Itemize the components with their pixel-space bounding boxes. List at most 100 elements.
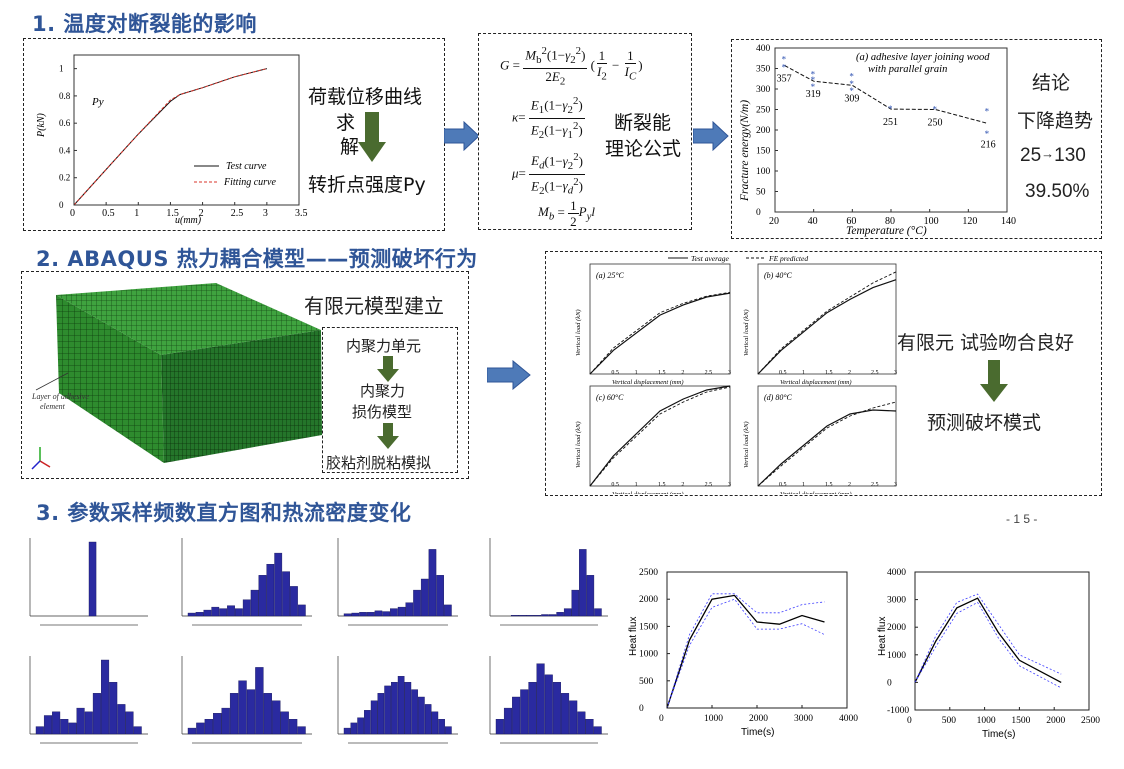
panel-x-tick: 3	[728, 482, 731, 488]
y-axis-label: P(kN)	[36, 112, 47, 138]
hist-bar	[526, 615, 534, 617]
x-tick-label: 0	[659, 714, 664, 724]
hist-bar	[351, 612, 360, 617]
formula-box	[478, 33, 692, 230]
x-tick-labels: 0 0.5 1 1.5 2 2.5 3 3.5	[70, 202, 308, 219]
panel-x-tick: 2	[681, 370, 684, 376]
histogram-panel	[337, 656, 458, 744]
panel-label: (d) 80°C	[764, 393, 793, 402]
y-tick-label: 50	[756, 188, 766, 198]
fem-step-cohesive-element: 内聚力单元	[346, 337, 422, 355]
data-point: *	[985, 129, 990, 139]
down-arrow-icon	[377, 356, 399, 382]
data-point: *	[888, 104, 893, 114]
hist-bar	[195, 612, 204, 617]
hist-bar	[520, 689, 529, 735]
hist-bar	[280, 711, 289, 735]
x-tick-label: 100	[924, 216, 939, 227]
y-tick-label: 0	[639, 704, 644, 714]
x-tick-label: 140	[1001, 216, 1016, 227]
mesh-side-face	[161, 330, 322, 463]
data-point: *	[782, 54, 787, 64]
y-tick-labels: 0 0.2 0.4 0.6 0.8 1	[59, 64, 77, 210]
down-arrow-icon	[358, 112, 386, 162]
panel-x-tick: 2.5	[705, 370, 713, 376]
x-tick-label: 2500	[1081, 716, 1100, 726]
hist-bar	[556, 612, 564, 617]
fe-comparison-charts: Test average FE predicted (a) 25°C Vertic…	[575, 254, 897, 494]
panel-x-tick: 3	[728, 370, 731, 376]
y-tick-label: 0.4	[59, 145, 71, 155]
hist-bar	[282, 571, 290, 617]
y-tick-label: 0.8	[59, 91, 71, 101]
formula-g: G = Mb2(1−γ22) 2E2 (1 I2 − 1 IC)	[500, 45, 643, 88]
bound-heat-flux-line	[666, 598, 825, 709]
fe-result-line2: 预测破坏模式	[927, 412, 1042, 434]
x-tick-labels: 20 40 60 80 100 120 140	[769, 209, 1016, 227]
panel-y-label: Vertical load (kN)	[743, 309, 750, 356]
panel-frame	[757, 385, 897, 487]
hist-bar	[445, 726, 452, 735]
data-point: *	[985, 107, 990, 117]
conclusion-title: 结论	[1032, 72, 1071, 94]
data-point: *	[849, 72, 854, 82]
hist-bar	[411, 689, 418, 735]
legend-test-label: Test average	[691, 254, 730, 263]
heat-flux-chart-1: 0 1000 2000 3000 4000 0 500 1000 1500 2000 2500 He…	[628, 568, 858, 738]
hist-bar	[374, 610, 383, 617]
fem-step-cohesive-b: 损伤模型	[352, 403, 413, 421]
hist-bar	[444, 604, 452, 617]
hist-bar	[585, 718, 594, 735]
formula-mu: μ= Ed(1−γ22) E2(1−γd2)	[512, 151, 585, 197]
axis-triad-icon	[31, 447, 51, 470]
hist-bar	[541, 614, 549, 617]
down-arrow-icon	[980, 360, 1008, 402]
hist-bar	[52, 711, 61, 735]
hist-bar	[204, 718, 213, 735]
hist-bar	[274, 552, 283, 617]
hist-bar	[593, 726, 602, 735]
fem-steps-box	[322, 327, 458, 473]
test-average-line	[589, 385, 731, 487]
formula-label-a: 断裂能	[614, 112, 672, 134]
legend-fe-label: FE predicted	[768, 254, 808, 263]
hist-bar	[343, 613, 352, 617]
x-tick-label: 0.5	[102, 208, 115, 219]
hist-bar	[221, 707, 230, 735]
x-axis-label: Time(s)	[982, 729, 1016, 740]
y-tick-label: 350	[756, 65, 771, 75]
hist-bar	[431, 711, 439, 735]
hist-bar	[528, 681, 537, 735]
mesh-top-face	[56, 283, 321, 355]
hist-bar	[343, 727, 351, 735]
x-tick-label: 3000	[794, 714, 813, 724]
hist-bar	[255, 667, 264, 735]
fem-step-debond: 胶粘剂脱粘模拟	[326, 454, 432, 472]
x-axis-label: u(mm)	[175, 215, 202, 226]
formula-label-b: 理论公式	[605, 138, 682, 160]
hist-bar	[405, 602, 414, 617]
load-displacement-fe-box	[545, 251, 1102, 496]
y-axis-label: Fracture energy(N/m)	[739, 100, 751, 202]
hist-label-placeholder	[192, 742, 302, 744]
range-start: 25	[1020, 145, 1042, 166]
x-axis-label: Time(s)	[741, 727, 775, 738]
adhesive-label-a: Layer of adhesive	[31, 392, 89, 401]
y-tick-label: 4000	[887, 568, 906, 578]
data-point: *	[811, 82, 816, 92]
mesh-front-face	[56, 295, 164, 463]
y-tick-label: 2500	[639, 568, 658, 578]
right-arrow-icon	[444, 121, 480, 151]
hist-bar	[548, 614, 557, 617]
panel-label: (b) 40°C	[764, 271, 793, 280]
formula-mb: Mb = 1 2 Pyl	[538, 198, 595, 229]
panel-y-label: Vertical load (kN)	[575, 421, 582, 468]
load-displacement-chart: 0 0.5 1 1.5 2 2.5 3 3.5 0 0.2 0.4 0.6 0.8 1 Py u(mm)…	[36, 54, 308, 226]
panel-x-tick: 1	[635, 370, 638, 376]
hist-bar	[586, 575, 595, 617]
py-label: Py	[91, 96, 104, 108]
hist-bar	[258, 575, 267, 617]
hist-bar	[60, 718, 69, 735]
plot-frame	[914, 571, 1090, 711]
panel-label: (c) 60°C	[596, 393, 624, 402]
